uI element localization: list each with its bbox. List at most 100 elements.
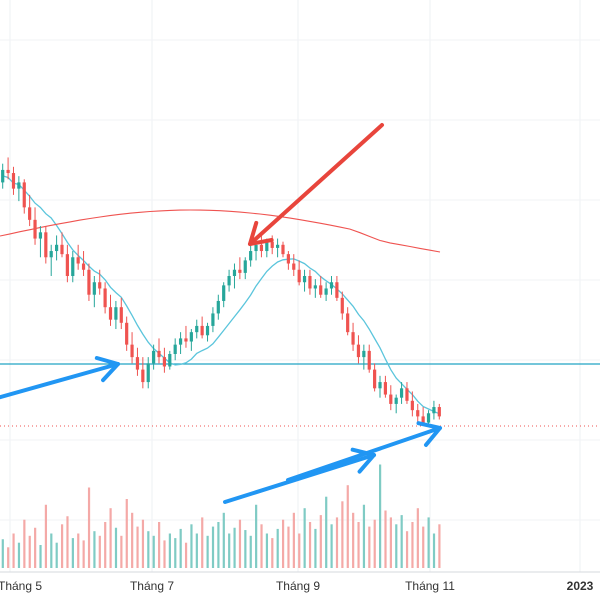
volume-bar bbox=[39, 545, 42, 568]
volume-bar bbox=[265, 533, 269, 568]
candle-body bbox=[254, 244, 258, 252]
volume-bar bbox=[120, 535, 123, 568]
volume-bar bbox=[346, 485, 349, 568]
volume-bar bbox=[93, 531, 96, 568]
candle-body bbox=[378, 382, 382, 389]
candle-body bbox=[108, 307, 113, 320]
candle-body bbox=[130, 344, 134, 358]
candle-body bbox=[351, 332, 355, 345]
candle-body bbox=[346, 313, 350, 333]
volume-bar bbox=[55, 542, 58, 568]
candle-body bbox=[114, 307, 118, 320]
candle-body bbox=[329, 282, 334, 289]
candle-body bbox=[292, 263, 296, 270]
arrow-shaft bbox=[286, 426, 442, 482]
volume-bar bbox=[141, 519, 145, 568]
x-tick-label: Tháng 5 bbox=[0, 579, 42, 593]
candle-body bbox=[162, 357, 167, 367]
arrow-shaft bbox=[0, 362, 120, 400]
candle-body bbox=[389, 394, 393, 404]
volume-bar bbox=[238, 519, 242, 568]
candle-body bbox=[383, 382, 388, 395]
candle-body bbox=[189, 332, 193, 342]
volume-bar bbox=[330, 524, 333, 568]
arrow-head bbox=[248, 220, 274, 246]
volume-bar bbox=[179, 528, 182, 568]
volume-bar bbox=[292, 512, 295, 568]
candle-body bbox=[222, 285, 226, 301]
candle-body bbox=[249, 251, 253, 261]
candle-body bbox=[373, 369, 377, 389]
volume-bar bbox=[260, 524, 263, 568]
volume-bar bbox=[44, 504, 48, 568]
arrow-red-peak bbox=[248, 123, 384, 246]
x-tick-label: Tháng 9 bbox=[276, 579, 320, 593]
volume-bar bbox=[28, 535, 31, 568]
candle-body bbox=[216, 300, 220, 314]
volume-bar bbox=[233, 527, 236, 568]
candle-body bbox=[319, 285, 323, 295]
candle-body bbox=[432, 407, 436, 414]
candle-body bbox=[11, 173, 16, 189]
volume-bar bbox=[211, 526, 215, 568]
candle-body bbox=[65, 254, 69, 276]
volume-bar bbox=[87, 487, 91, 568]
volume-bar bbox=[82, 540, 85, 568]
volume-bar bbox=[184, 542, 188, 568]
x-tick-label: 2023 bbox=[567, 579, 594, 593]
candle-body bbox=[44, 232, 48, 258]
volume-bar bbox=[276, 528, 279, 568]
volume-bar bbox=[416, 508, 419, 568]
candle-body bbox=[313, 285, 317, 289]
candle-body bbox=[367, 350, 371, 370]
candle-body bbox=[259, 244, 264, 252]
candle-body bbox=[410, 400, 414, 411]
candle-body bbox=[238, 269, 242, 273]
candle-body bbox=[232, 269, 237, 276]
volume-bar bbox=[12, 533, 15, 568]
volume-bar bbox=[362, 504, 366, 568]
volume-bar bbox=[152, 535, 155, 568]
candle-body bbox=[399, 388, 404, 398]
candle-body bbox=[22, 182, 26, 208]
volume-bar bbox=[384, 510, 387, 568]
candle-body bbox=[362, 350, 366, 358]
volume-bar bbox=[60, 524, 64, 568]
candle-body bbox=[270, 241, 274, 248]
candle-body bbox=[76, 257, 80, 264]
candle-body bbox=[394, 397, 398, 404]
candle-body bbox=[1, 169, 5, 183]
volume-bar bbox=[158, 522, 161, 568]
volume-bar bbox=[438, 524, 441, 568]
candle-body bbox=[60, 244, 64, 255]
volume-bar bbox=[98, 535, 101, 568]
volume-bar bbox=[174, 538, 177, 568]
volume-bar bbox=[335, 517, 339, 568]
volume-bar bbox=[114, 527, 118, 568]
volume-bar bbox=[222, 512, 225, 568]
candle-body bbox=[33, 219, 37, 239]
ma-short-line bbox=[2, 175, 440, 415]
volume-bar bbox=[411, 522, 414, 568]
volume-bar bbox=[281, 519, 285, 568]
candle-body bbox=[135, 357, 140, 370]
volume-bar bbox=[422, 526, 425, 568]
moving-averages bbox=[0, 175, 441, 415]
volume-bar bbox=[405, 531, 409, 568]
volume-bar bbox=[17, 542, 21, 568]
grid bbox=[0, 0, 600, 573]
volume-bar bbox=[341, 501, 344, 568]
volume-bar bbox=[325, 496, 328, 568]
candle-body bbox=[146, 363, 150, 383]
candle-body bbox=[87, 269, 91, 295]
volume-bar bbox=[395, 524, 398, 568]
volume-bar bbox=[308, 522, 312, 568]
candle-body bbox=[92, 282, 96, 295]
volume-bar bbox=[131, 512, 134, 568]
arrow-blue-volume bbox=[223, 447, 376, 504]
arrow-head bbox=[350, 447, 376, 474]
candle-body bbox=[286, 254, 290, 264]
candle-body bbox=[416, 410, 420, 417]
